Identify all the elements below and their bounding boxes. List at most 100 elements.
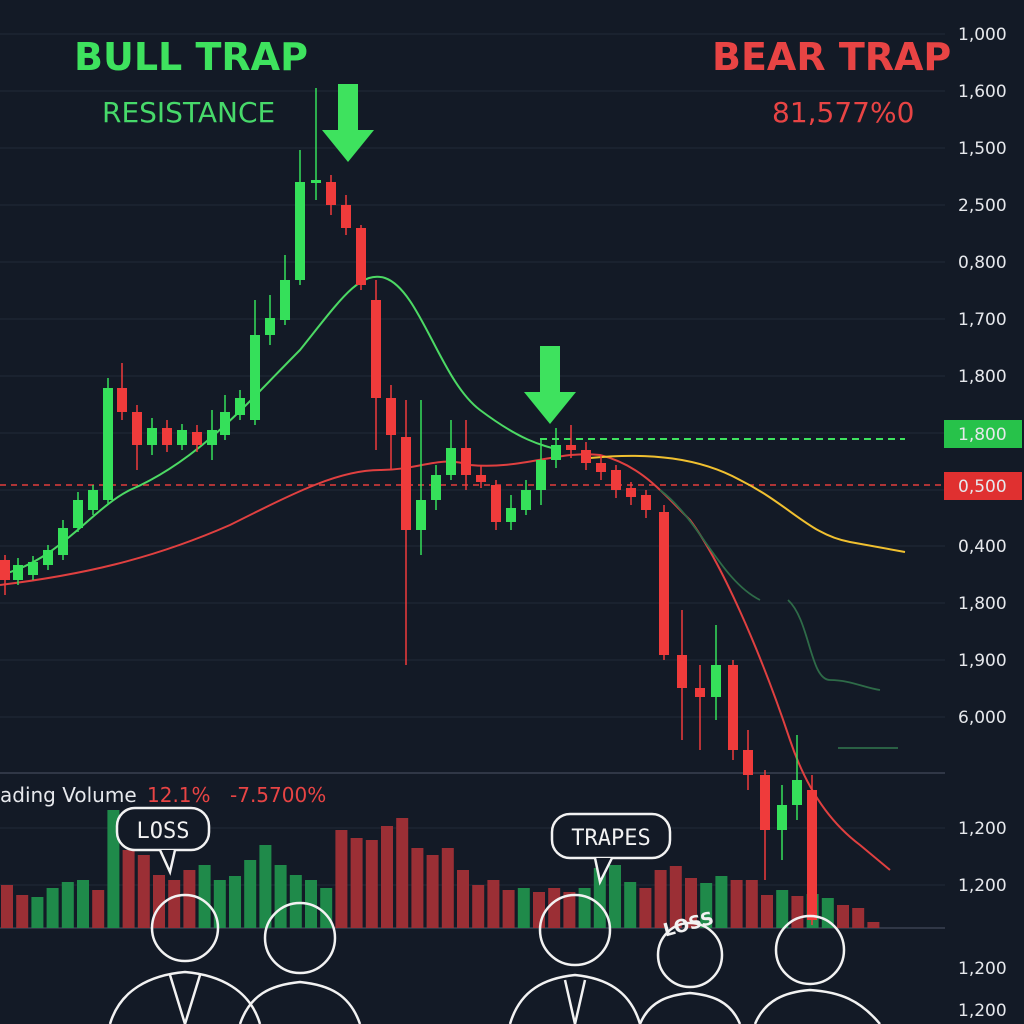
volume-bar [533, 892, 545, 928]
candle-body [177, 430, 187, 445]
volume-bar [274, 865, 287, 928]
candle-body [416, 500, 426, 530]
volume-bar [183, 870, 196, 928]
candle-body [265, 318, 275, 335]
volume-bar [259, 845, 272, 928]
volume-bar [548, 888, 561, 928]
volume-bar [46, 888, 59, 928]
price-tick-label: 1,500 [958, 139, 1007, 159]
volume-bar [107, 810, 120, 928]
candle-body [626, 488, 636, 497]
candle-body [777, 805, 787, 830]
volume-change-2: -7.5700% [230, 783, 326, 807]
candle-body [431, 475, 441, 500]
candle-body [659, 512, 669, 655]
volume-bar [837, 905, 849, 928]
volume-bar [411, 848, 424, 928]
volume-label: ading Volume [0, 783, 137, 807]
resistance-label: RESISTANCE [102, 96, 275, 129]
support-badge [944, 420, 1022, 448]
price-tick-label: 1,000 [958, 25, 1007, 45]
volume-bar [122, 850, 135, 928]
candle-body [43, 550, 53, 565]
volume-bar [685, 878, 697, 928]
volume-bar [16, 895, 29, 928]
candle-body [132, 412, 142, 445]
volume-tick-label: 1,200 [958, 1001, 1007, 1021]
volume-bar [365, 840, 378, 928]
arrow-down [322, 84, 374, 162]
volume-bar [457, 870, 469, 928]
volume-bar [335, 830, 348, 928]
volume-bar [669, 866, 682, 928]
arrow-down [524, 346, 576, 424]
candle-body [581, 450, 591, 463]
bubble-text: TRAPES [571, 826, 650, 851]
candle-body [220, 412, 230, 435]
volume-bar [700, 883, 713, 928]
candle-body [162, 428, 172, 445]
volume-bar [137, 855, 150, 928]
people-sketch [108, 893, 881, 1024]
volume-bar [92, 890, 105, 928]
volume-bar [639, 888, 652, 928]
volume-bar [502, 890, 515, 928]
candle-body [207, 430, 217, 445]
trend-lines [659, 489, 898, 749]
price-tick-label: 1,900 [958, 651, 1007, 671]
volume-bar [213, 880, 226, 928]
candle-body [117, 388, 127, 412]
candle-body [695, 688, 705, 697]
volume-bar [472, 885, 485, 928]
volume-tick-label: 1,200 [958, 819, 1007, 839]
volume-bar [624, 882, 637, 928]
volume-bar [761, 895, 773, 928]
volume-bar [578, 888, 591, 928]
volume-tick-label: 1,200 [958, 876, 1007, 896]
volume-bar [517, 888, 530, 928]
candle-body [235, 398, 245, 415]
candle-body [192, 432, 202, 445]
volume-bar [1, 885, 13, 928]
volume-bar [563, 892, 576, 928]
candle-body [103, 388, 113, 500]
price-tick-label: 1,700 [958, 310, 1007, 330]
volume-bar [791, 896, 804, 928]
volume-bar [350, 838, 363, 928]
candle-body [147, 428, 157, 445]
candle-body [506, 508, 516, 522]
price-tick-label: 1,600 [958, 82, 1007, 102]
candle-body [551, 445, 561, 460]
volume-bar [715, 876, 728, 928]
volume-bar [867, 922, 880, 928]
candle-body [807, 790, 817, 920]
moving-average-slow [0, 453, 891, 871]
price-tick-label: 0,400 [958, 537, 1007, 557]
price-tick-label: 0,800 [958, 253, 1007, 273]
candle-body [521, 490, 531, 510]
candle-body [446, 448, 456, 475]
candle-body [28, 562, 38, 575]
candle-body [13, 565, 23, 580]
volume-bar [381, 826, 393, 928]
volume-bar [609, 865, 621, 928]
moving-average-fast [0, 275, 561, 576]
candle-body [280, 280, 290, 320]
moving-average-long [589, 454, 906, 553]
candle-body [536, 460, 546, 490]
bear-trap-title: BEAR TRAP [712, 35, 951, 79]
percent-label: 81,577%0 [772, 96, 914, 129]
candle-body [711, 665, 721, 697]
candle-body [311, 180, 321, 183]
volume-bar [229, 876, 241, 928]
candle-body [611, 470, 621, 490]
candle-body [792, 780, 802, 805]
volume-bar [441, 848, 454, 928]
resistance-price: 0,500 [958, 477, 1007, 497]
candles [0, 88, 817, 925]
candle-body [326, 182, 336, 205]
candle-body [641, 495, 651, 510]
price-tick-label: 1,800 [958, 594, 1007, 614]
resistance-badge [944, 472, 1022, 500]
